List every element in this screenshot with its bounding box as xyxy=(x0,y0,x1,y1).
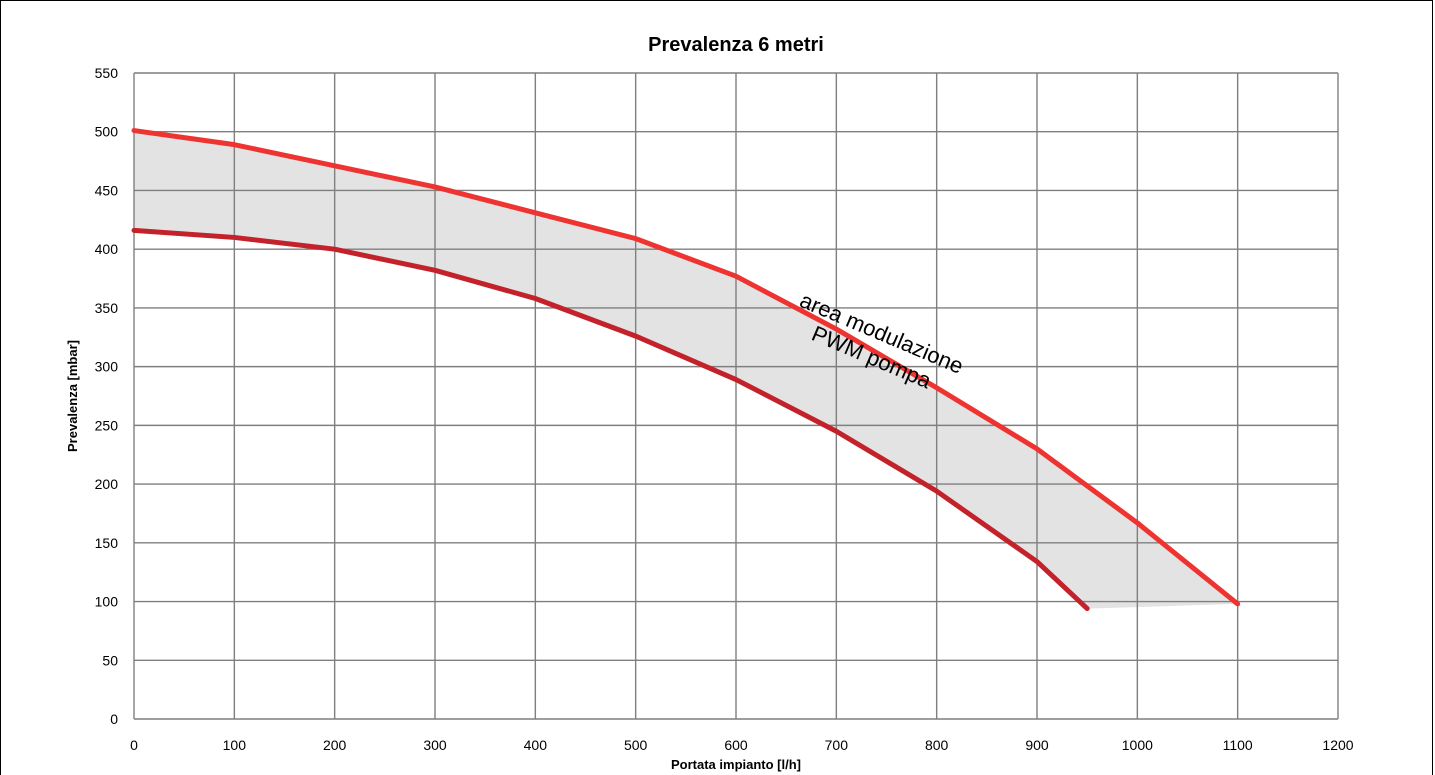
y-tick-label: 250 xyxy=(95,417,119,433)
y-tick-label: 100 xyxy=(95,594,119,610)
series-line-1 xyxy=(131,227,1090,612)
x-tick-label: 200 xyxy=(323,737,347,753)
y-tick-label: 300 xyxy=(95,359,119,375)
y-axis-label: Prevalenza [mbar] xyxy=(65,340,80,452)
x-tick-label: 500 xyxy=(624,737,648,753)
x-tick-label: 300 xyxy=(423,737,447,753)
y-tick-label: 450 xyxy=(95,182,119,198)
y-tick-label: 150 xyxy=(95,535,119,551)
x-tick-label: 1000 xyxy=(1122,737,1153,753)
y-tick-label: 400 xyxy=(95,241,119,257)
x-tick-label: 1200 xyxy=(1322,737,1353,753)
y-tick-label: 50 xyxy=(102,652,118,668)
y-tick-labels: 0 50 100 150 200 250 300 350 400 450 500 550 xyxy=(95,65,119,727)
x-tick-label: 0 xyxy=(130,737,138,753)
y-tick-label: 200 xyxy=(95,476,119,492)
y-tick-label: 0 xyxy=(110,711,118,727)
x-tick-label: 400 xyxy=(524,737,548,753)
x-tick-label: 600 xyxy=(724,737,748,753)
x-tick-label: 900 xyxy=(1025,737,1049,753)
chart-title: Prevalenza 6 metri xyxy=(648,34,824,56)
x-tick-label: 100 xyxy=(223,737,247,753)
x-tick-labels: 0 100 200 300 400 500 600 700 800 900 1000 1100 1200 xyxy=(130,737,1354,753)
series-line-0 xyxy=(131,128,1241,607)
y-tick-label: 550 xyxy=(95,65,119,81)
modulation-area-fill xyxy=(134,130,1238,609)
series-lines xyxy=(131,128,1241,612)
grid-lines xyxy=(133,72,1339,720)
x-tick-label: 800 xyxy=(925,737,949,753)
y-tick-label: 350 xyxy=(95,300,119,316)
y-tick-label: 500 xyxy=(95,124,119,140)
x-tick-label: 1100 xyxy=(1223,737,1253,753)
x-axis-label: Portata impianto [l/h] xyxy=(671,757,801,772)
x-tick-label: 700 xyxy=(825,737,849,753)
